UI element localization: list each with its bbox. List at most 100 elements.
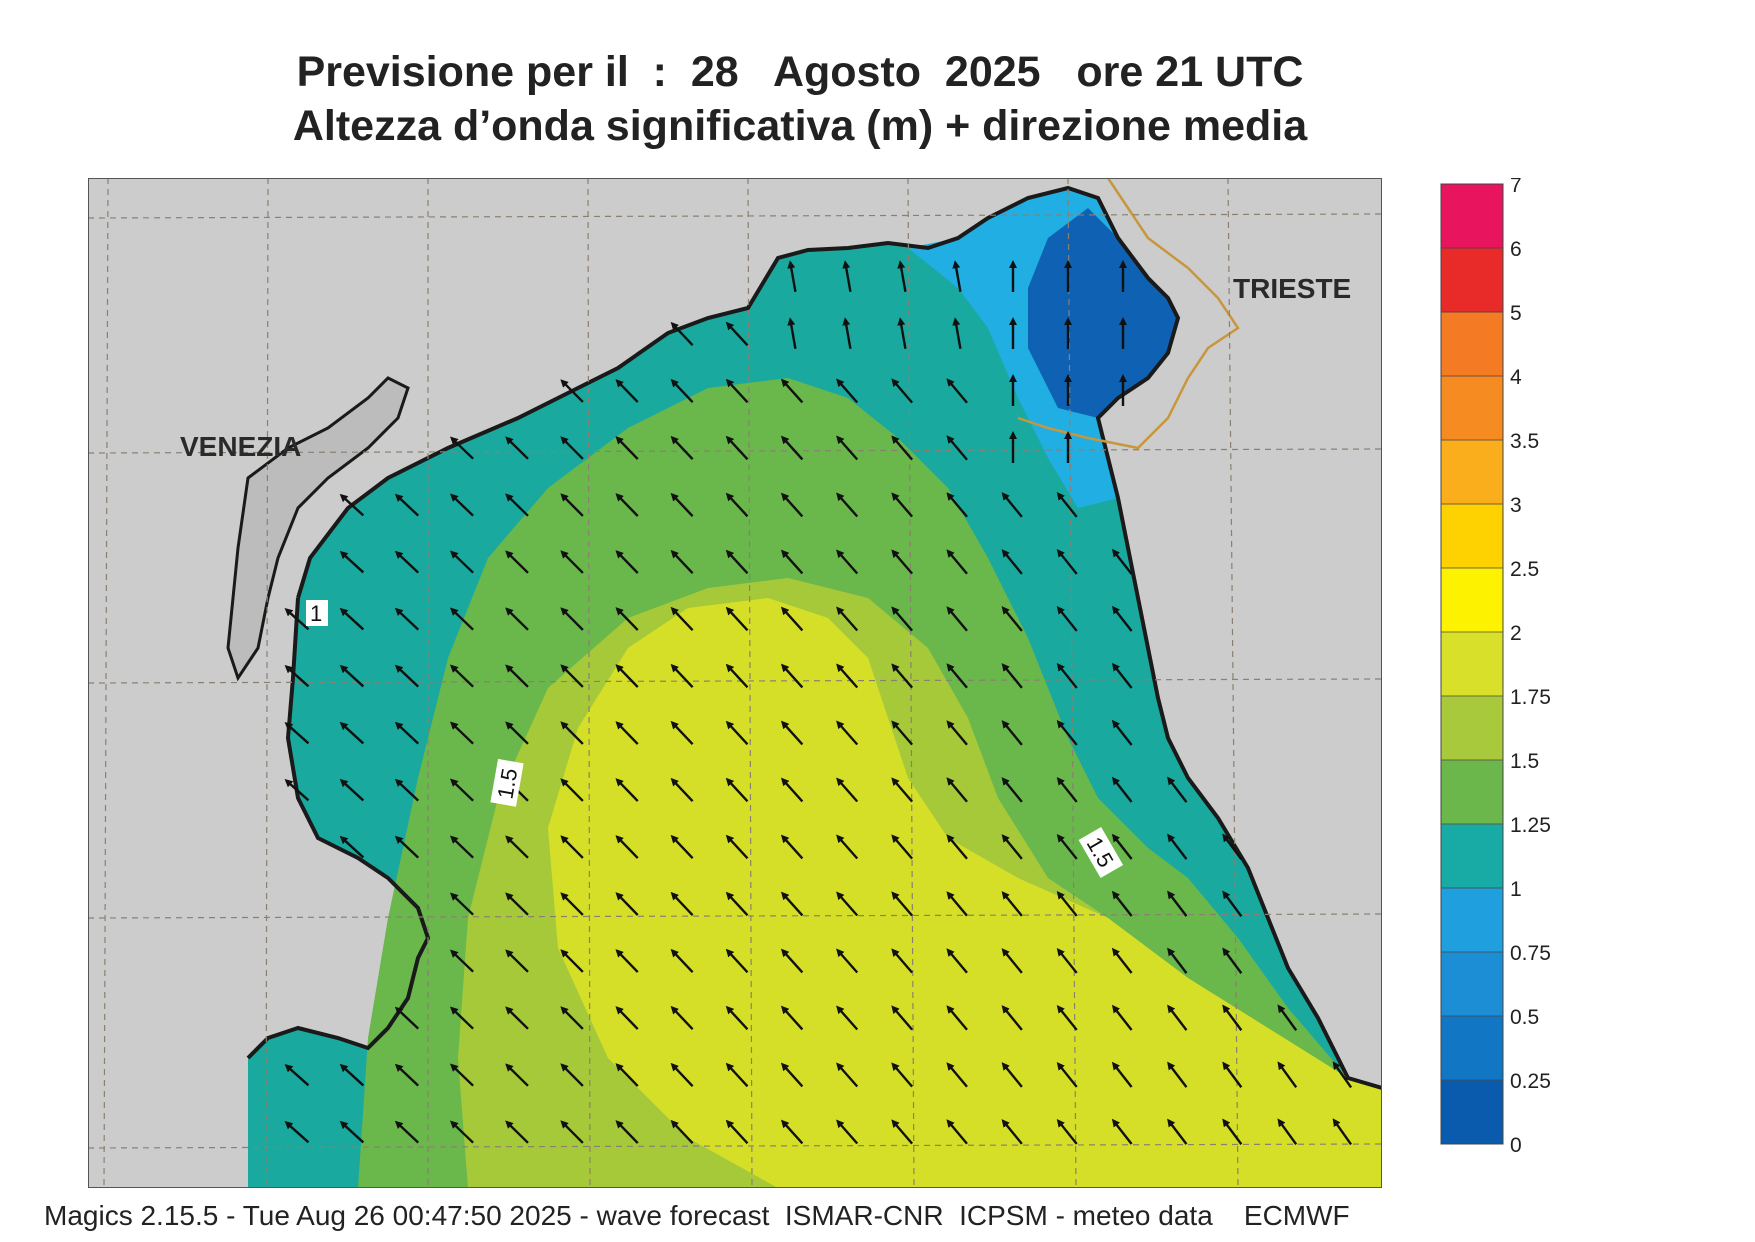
legend-swatch xyxy=(1441,824,1503,889)
wave-direction-arrow xyxy=(836,1005,859,1031)
wave-direction-arrow xyxy=(725,1005,749,1031)
wave-direction-arrow xyxy=(505,949,529,973)
wave-direction-arrow xyxy=(560,436,584,460)
legend-tick-label: 5 xyxy=(1510,302,1522,325)
wave-direction-arrow xyxy=(505,607,529,631)
wave-direction-arrow xyxy=(1001,891,1023,917)
wave-direction-arrow xyxy=(1277,1061,1298,1089)
wave-direction-arrow xyxy=(394,550,420,574)
wave-direction-arrow xyxy=(1167,947,1188,974)
legend-tick-label: 4 xyxy=(1510,366,1522,389)
wave-direction-arrow xyxy=(505,664,529,688)
wave-direction-arrow xyxy=(1001,606,1023,632)
wave-direction-arrow xyxy=(615,721,639,745)
wave-direction-arrow xyxy=(836,378,859,404)
legend-tick-label: 3 xyxy=(1510,494,1522,517)
wave-direction-arrow xyxy=(505,892,529,916)
wave-direction-arrow xyxy=(284,1064,310,1087)
legend-swatch xyxy=(1441,952,1503,1017)
wave-direction-arrow xyxy=(450,949,474,973)
wave-direction-arrow xyxy=(560,721,584,745)
legend-swatch xyxy=(1441,696,1503,761)
wave-direction-arrow xyxy=(1056,947,1078,974)
venice-lagoon xyxy=(226,376,410,682)
wave-direction-arrow xyxy=(450,835,474,859)
wave-direction-arrow xyxy=(836,663,859,689)
wave-direction-arrow xyxy=(560,949,584,973)
wave-direction-arrow xyxy=(394,835,420,859)
wave-direction-arrow xyxy=(891,777,914,803)
wave-direction-arrow xyxy=(615,1063,639,1087)
wave-direction-arrow xyxy=(394,1063,420,1087)
wave-direction-arrow xyxy=(339,778,365,802)
direction-arrows xyxy=(284,260,1353,1146)
legend-swatch xyxy=(1441,184,1503,249)
wave-direction-arrow xyxy=(836,549,859,575)
wave-direction-arrow xyxy=(450,721,474,745)
wave-direction-arrow xyxy=(842,317,852,349)
legend-swatch xyxy=(1441,632,1503,697)
wave-direction-arrow xyxy=(891,549,914,575)
wave-direction-arrow xyxy=(615,436,639,460)
wave-direction-arrow xyxy=(891,834,914,860)
wave-direction-arrow xyxy=(505,436,529,460)
wave-direction-arrow xyxy=(891,1062,914,1088)
wave-direction-arrow xyxy=(891,1119,914,1145)
wave-direction-arrow xyxy=(1111,947,1133,974)
wave-direction-arrow xyxy=(1167,1118,1188,1145)
wave-direction-arrow xyxy=(1222,1061,1243,1088)
wave-direction-arrow xyxy=(284,608,310,631)
legend-tick-label: 7 xyxy=(1510,178,1522,197)
wave-direction-arrow xyxy=(1167,1004,1188,1031)
wave-direction-arrow xyxy=(891,663,914,689)
wave-direction-arrow xyxy=(836,1062,859,1088)
wave-direction-arrow xyxy=(836,492,859,518)
wave-direction-arrow xyxy=(725,606,749,632)
wave-direction-arrow xyxy=(780,1062,804,1088)
wave-direction-arrow xyxy=(891,948,914,974)
wave-direction-arrow xyxy=(615,1120,639,1144)
wave-direction-arrow xyxy=(670,549,694,574)
wave-direction-arrow xyxy=(1056,890,1078,917)
legend-tick-label: 3.5 xyxy=(1510,430,1539,453)
wave-direction-arrow xyxy=(505,493,529,517)
wave-direction-arrow xyxy=(560,550,584,574)
wave-direction-arrow xyxy=(946,378,968,404)
wave-direction-arrow xyxy=(780,720,804,746)
wave-direction-arrow xyxy=(505,1063,529,1087)
wave-direction-arrow xyxy=(1222,1118,1243,1145)
wave-direction-arrow xyxy=(670,1062,694,1087)
graticule xyxy=(88,178,1382,1188)
wave-direction-arrow xyxy=(1111,548,1133,575)
wave-direction-arrow xyxy=(615,607,639,631)
wave-direction-arrow xyxy=(394,1006,420,1030)
wave-direction-arrow xyxy=(725,321,749,347)
wave-direction-arrow xyxy=(780,663,804,689)
wave-direction-arrow xyxy=(946,891,968,917)
wave-direction-arrow xyxy=(450,1006,474,1030)
legend-tick-label: 0.75 xyxy=(1510,942,1551,965)
wave-direction-arrow xyxy=(615,778,639,802)
wave-direction-arrow xyxy=(780,777,804,803)
wave-direction-arrow xyxy=(1111,776,1133,803)
wave-direction-arrow xyxy=(1222,947,1243,974)
wave-direction-arrow xyxy=(339,493,365,517)
wave-direction-arrow xyxy=(670,378,694,403)
wave-direction-arrow xyxy=(450,550,474,574)
wave-direction-arrow xyxy=(1332,1118,1353,1146)
wave-height-map: 1 1.5 1.5 VENEZIA TRIESTE xyxy=(88,178,1382,1188)
wave-direction-arrow xyxy=(836,891,859,917)
wave-direction-arrow xyxy=(1001,1062,1023,1088)
wave-direction-arrow xyxy=(1056,1004,1078,1031)
wave-direction-arrow xyxy=(670,1005,694,1030)
legend-swatch xyxy=(1441,312,1503,377)
wave-direction-arrow xyxy=(946,1119,968,1145)
wave-direction-arrow xyxy=(615,664,639,688)
highest-wave-zone xyxy=(548,598,1382,1188)
wave-direction-arrow xyxy=(1332,1061,1353,1089)
place-label-trieste: TRIESTE xyxy=(1233,273,1351,304)
wave-direction-arrow xyxy=(1056,605,1078,632)
wave-direction-arrow xyxy=(394,1120,420,1144)
wave-direction-arrow xyxy=(1167,776,1188,803)
legend-tick-label: 0.25 xyxy=(1510,1070,1551,1093)
